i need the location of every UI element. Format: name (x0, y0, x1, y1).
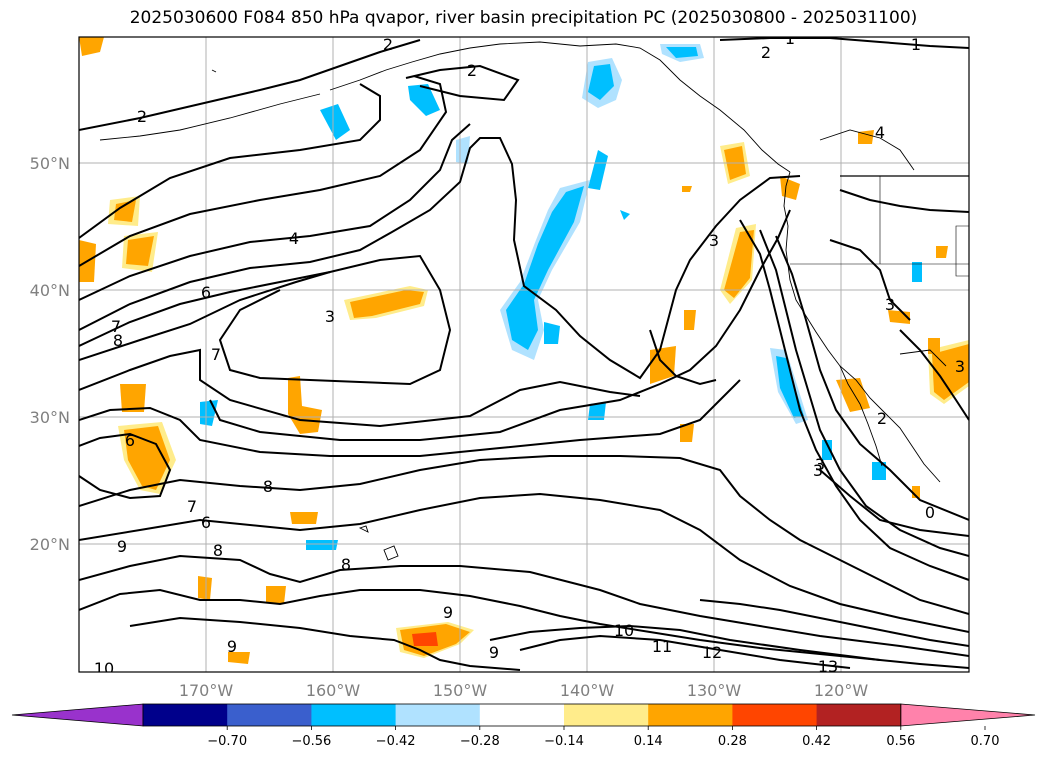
lon-label-160w: 160°W (306, 681, 361, 700)
lat-label-50n: 50°N (30, 154, 70, 173)
contour-label: 11 (652, 637, 672, 656)
colorbar-segment (564, 704, 649, 726)
lon-label-140w: 140°W (560, 681, 615, 700)
colorbar-tick-label: 0.42 (802, 734, 831, 749)
gridlines (79, 37, 969, 672)
contour-label: 7 (187, 497, 197, 516)
contour-label: 1 (785, 29, 795, 48)
latitude-labels: 50°N 40°N 30°N 20°N (30, 154, 70, 554)
contour-label: 9 (489, 643, 499, 662)
contour-label: 8 (213, 541, 223, 560)
colorbar-segment (227, 704, 312, 726)
contour-label: 8 (263, 477, 273, 496)
lat-label-20n: 20°N (30, 535, 70, 554)
contour-label: 6 (125, 431, 135, 450)
contour-value-labels: 1 1 2 2 2 2 3 3 3 3 4 4 6 6 6 7 7 7 8 8 … (94, 29, 965, 678)
contour-label: 8 (113, 331, 123, 350)
colorbar-tick-label: 0.56 (886, 734, 915, 749)
lat-label-30n: 30°N (30, 408, 70, 427)
contour-label: 4 (875, 123, 885, 142)
colorbar-segment (143, 704, 228, 726)
contour-label: 6 (201, 513, 211, 532)
lon-label-130w: 130°W (687, 681, 742, 700)
colorbar-segment (311, 704, 397, 726)
map-title: 2025030600 F084 850 hPa qvapor, river ba… (129, 8, 918, 28)
contour-lines (79, 37, 969, 671)
contour-label: 9 (117, 537, 127, 556)
contour-label: 2 (761, 43, 771, 62)
colorbar-tick-label: −0.28 (460, 734, 500, 749)
colorbar-tick-label: −0.70 (207, 734, 247, 749)
contour-label: 3 (885, 295, 895, 314)
contour-label: 8 (341, 555, 351, 574)
contour-label: 4 (289, 229, 299, 248)
contour-label: 12 (702, 643, 722, 662)
colorbar-segment (732, 704, 818, 726)
colorbar-tick-label: −0.42 (376, 734, 416, 749)
contour-label: 10 (614, 621, 634, 640)
colorbar-tick-label: −0.14 (544, 734, 584, 749)
contour-label: 6 (201, 283, 211, 302)
colorbar-tick-label: 0.28 (718, 734, 747, 749)
lon-label-120w: 120°W (814, 681, 869, 700)
contour-label: 2 (467, 61, 477, 80)
contour-label: 3 (813, 461, 823, 480)
contour-label: 9 (227, 637, 237, 656)
lon-label-150w: 150°W (433, 681, 488, 700)
colorbar-segment (479, 704, 565, 726)
colorbar-tick-label: 0.70 (971, 734, 1000, 749)
colorbar-tick-label: 0.14 (634, 734, 663, 749)
contour-label: 3 (709, 231, 719, 250)
colorbar-outline (142, 703, 902, 727)
colorbar-extend-high-arrow (900, 703, 1036, 727)
contour-label: 1 (911, 35, 921, 54)
contour-label: 7 (111, 317, 121, 336)
lon-label-170w: 170°W (179, 681, 234, 700)
colorbar-extend-low-arrow (11, 703, 144, 727)
contour-label: 2 (383, 35, 393, 54)
colorbar-tick-label: −0.56 (291, 734, 331, 749)
map-frame (78, 36, 970, 673)
contour-label: 2 (137, 107, 147, 126)
contour-label: 9 (443, 603, 453, 622)
colorbar: −0.70 −0.56 −0.42 −0.28 −0.14 0.14 0.28 0.42 0.5… (11, 703, 1036, 749)
lat-label-40n: 40°N (30, 281, 70, 300)
contour-label: 10 (94, 659, 114, 678)
longitude-labels: 170°W 160°W 150°W 140°W 130°W 120°W (179, 681, 869, 700)
contour-label: 3 (325, 307, 335, 326)
contour-label: 0 (925, 503, 935, 522)
colorbar-segment (816, 704, 902, 726)
contour-label: 3 (955, 357, 965, 376)
colorbar-segment (648, 704, 733, 726)
colorbar-segment (395, 704, 481, 726)
contour-label: 7 (211, 345, 221, 364)
coastlines (99, 41, 969, 561)
positive-anomaly-shading (79, 37, 969, 664)
contour-label: 2 (877, 409, 887, 428)
contour-label: 3 (815, 455, 825, 474)
contour-label: 13 (818, 657, 838, 676)
